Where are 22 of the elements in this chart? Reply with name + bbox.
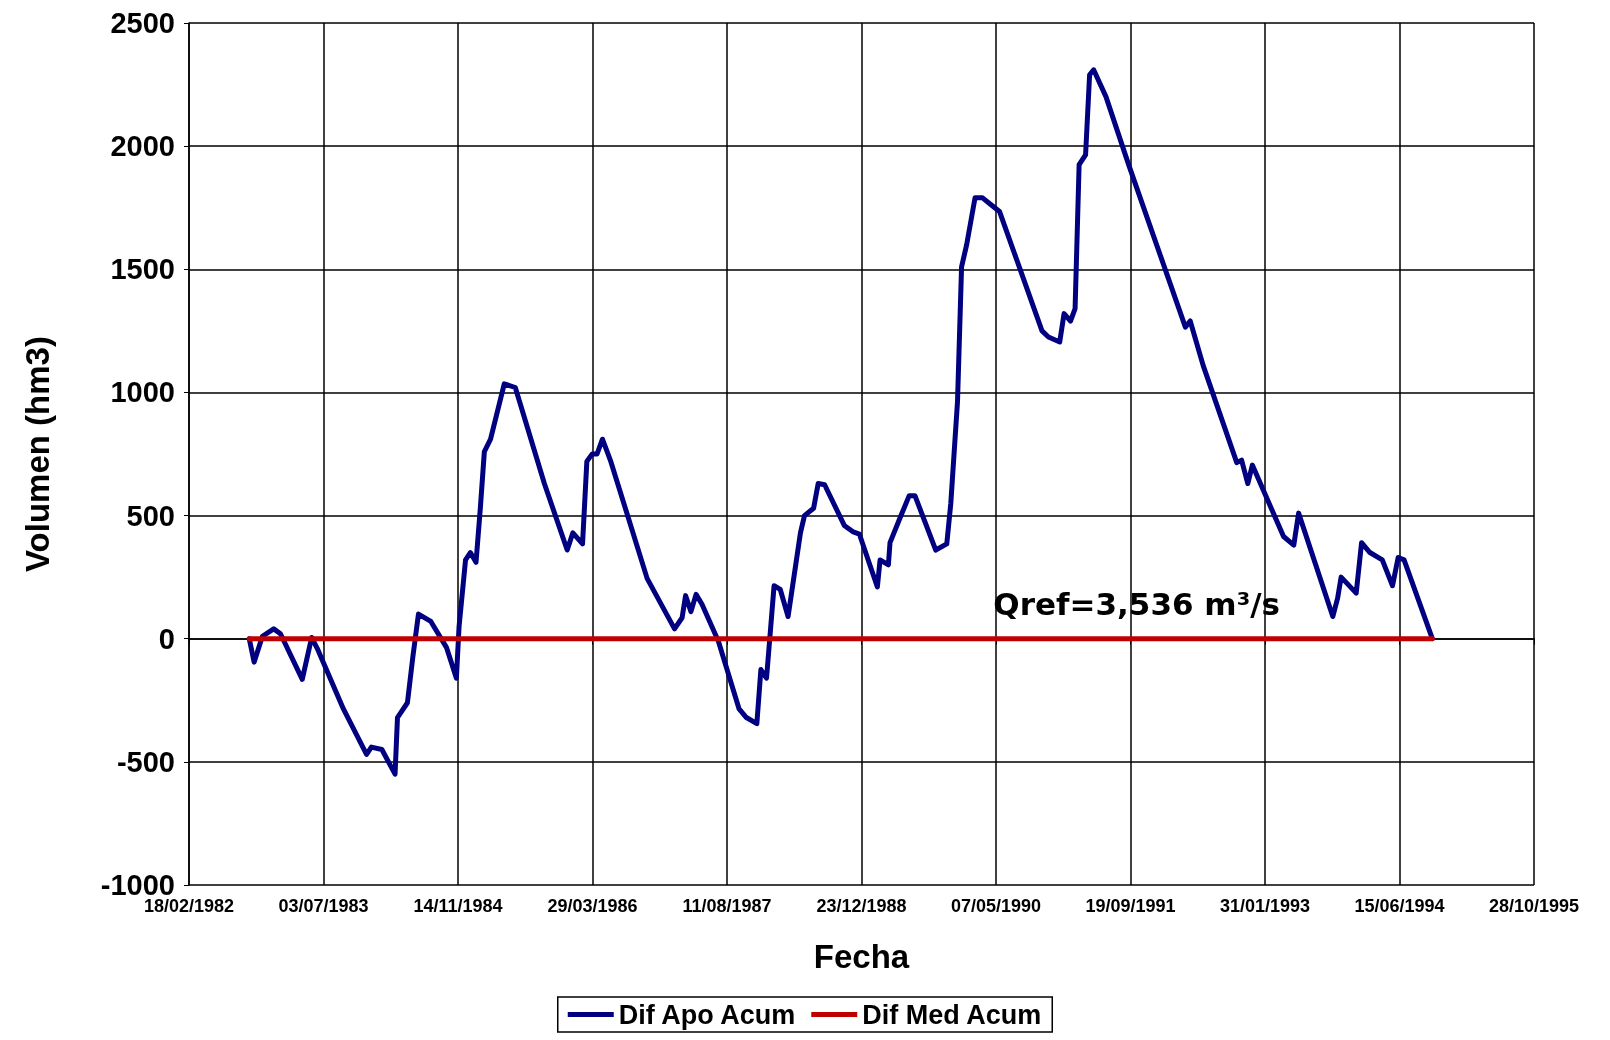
y-tick-label: 1000 bbox=[110, 376, 175, 409]
x-tick-label: 23/12/1988 bbox=[816, 896, 907, 916]
legend-label: Dif Med Acum bbox=[862, 999, 1042, 1030]
legend-label: Dif Apo Acum bbox=[618, 999, 796, 1030]
x-tick-label: 19/09/1991 bbox=[1085, 896, 1176, 916]
x-tick-label: 29/03/1986 bbox=[547, 896, 638, 916]
x-tick-label: 03/07/1983 bbox=[278, 896, 369, 916]
x-tick-label: 14/11/1984 bbox=[413, 896, 503, 916]
y-tick-label: 2500 bbox=[110, 7, 175, 39]
y-tick-label: 500 bbox=[126, 499, 175, 532]
y-tick-label: 2000 bbox=[110, 130, 175, 163]
x-tick-label: 31/01/1993 bbox=[1219, 896, 1311, 916]
y-axis-title: Volumen (hm3) bbox=[19, 336, 56, 572]
x-tick-label: 11/08/1987 bbox=[682, 896, 772, 916]
x-tick-label: 18/02/1982 bbox=[143, 896, 235, 916]
y-tick-label: 0 bbox=[158, 622, 175, 655]
y-tick-label: 1500 bbox=[110, 253, 175, 286]
y-tick-label: -500 bbox=[116, 745, 175, 778]
x-axis-title: Fecha bbox=[813, 938, 910, 975]
x-tick-label: 15/06/1994 bbox=[1354, 896, 1445, 916]
x-tick-label: 07/05/1990 bbox=[950, 896, 1042, 916]
x-tick-label: 28/10/1995 bbox=[1488, 896, 1580, 916]
